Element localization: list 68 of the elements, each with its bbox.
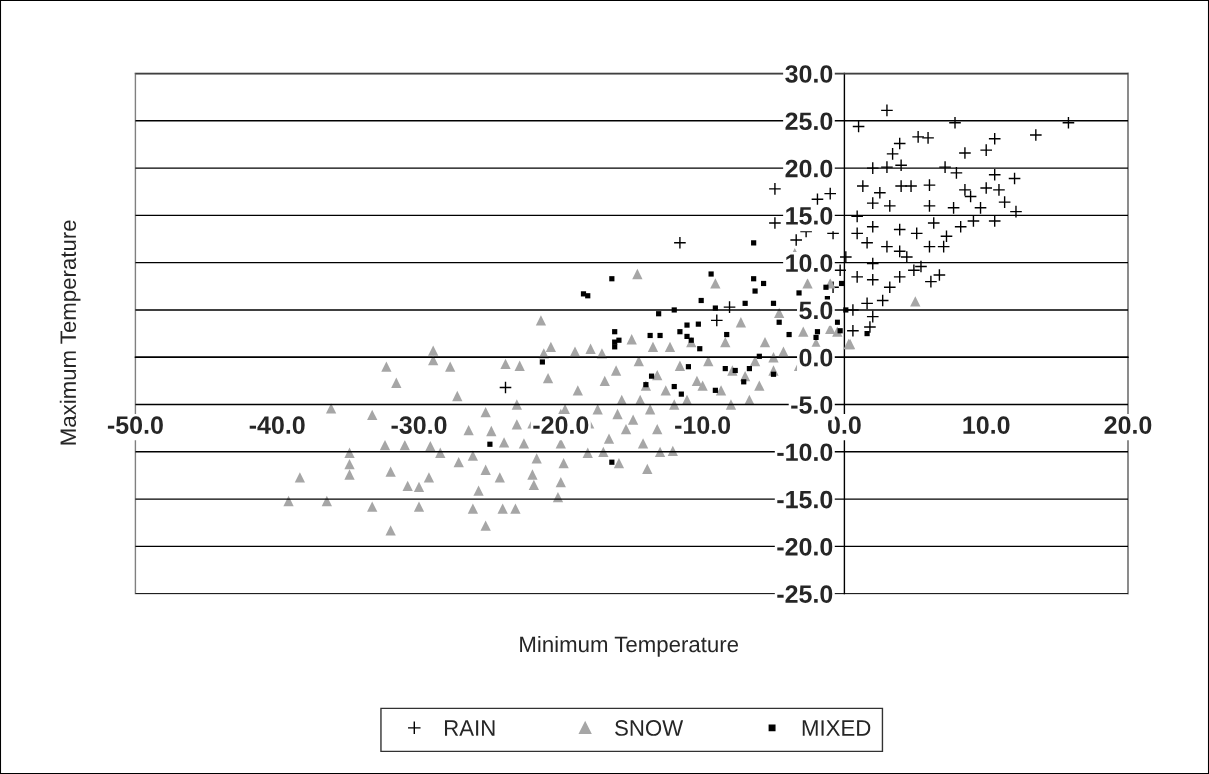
point bbox=[695, 321, 701, 327]
y-tick-label: -15.0 bbox=[777, 490, 833, 509]
point bbox=[685, 364, 692, 370]
point bbox=[776, 319, 782, 325]
point bbox=[712, 387, 718, 393]
point bbox=[814, 329, 821, 335]
point bbox=[752, 288, 758, 294]
y-axis-title: Maximum Temperature bbox=[59, 220, 81, 445]
point bbox=[742, 300, 748, 306]
point bbox=[612, 344, 618, 350]
y-tick-label: -5.0 bbox=[791, 396, 833, 414]
point bbox=[648, 373, 655, 379]
x-axis-title: Minimum Temperature bbox=[520, 635, 739, 657]
x-tick-label: 20.0 bbox=[1104, 416, 1152, 434]
point bbox=[677, 329, 683, 335]
y-tick-label: 15.0 bbox=[786, 206, 833, 225]
y-tick-label: 10.0 bbox=[786, 254, 833, 272]
x-tick-label: -50.0 bbox=[107, 416, 163, 434]
point bbox=[823, 284, 829, 290]
y-tick-label: -20.0 bbox=[777, 537, 833, 556]
y-tick-label: 5.0 bbox=[799, 301, 833, 320]
point bbox=[770, 300, 777, 306]
y-tick-label: 30.0 bbox=[785, 65, 833, 83]
point bbox=[708, 271, 714, 277]
point bbox=[760, 280, 767, 287]
y-tick-label: -10.0 bbox=[777, 443, 833, 462]
legend-label: MIXED bbox=[802, 720, 871, 736]
point bbox=[539, 359, 545, 365]
point bbox=[684, 333, 690, 340]
y-tick-label: -25.0 bbox=[777, 585, 833, 603]
point bbox=[609, 276, 615, 282]
point bbox=[732, 367, 738, 374]
x-tick-label: -10.0 bbox=[675, 416, 731, 434]
x-tick-label: -40.0 bbox=[249, 416, 305, 434]
point bbox=[751, 240, 757, 246]
point bbox=[697, 346, 703, 352]
point bbox=[678, 391, 684, 397]
point bbox=[741, 379, 747, 385]
point bbox=[656, 311, 662, 317]
point bbox=[612, 329, 618, 335]
point bbox=[487, 441, 493, 447]
point bbox=[786, 331, 792, 338]
point bbox=[684, 322, 690, 328]
legend-label: SNOW bbox=[615, 720, 684, 736]
x-tick-label: 10.0 bbox=[963, 416, 1010, 434]
point bbox=[751, 276, 757, 282]
y-tick-label: 20.0 bbox=[785, 159, 833, 178]
y-tick-label: 0.0 bbox=[799, 348, 833, 367]
point bbox=[796, 290, 802, 296]
y-tick-label: 25.0 bbox=[785, 112, 833, 131]
point bbox=[722, 365, 728, 372]
point bbox=[813, 334, 819, 340]
point bbox=[724, 331, 730, 338]
point bbox=[616, 337, 622, 343]
point bbox=[838, 280, 845, 287]
point bbox=[864, 331, 870, 337]
point bbox=[657, 332, 663, 339]
x-tick-label: -30.0 bbox=[391, 416, 447, 434]
point bbox=[585, 293, 591, 299]
point bbox=[746, 365, 752, 372]
point bbox=[770, 371, 777, 377]
legend-label: RAIN bbox=[445, 720, 495, 736]
point bbox=[647, 332, 653, 339]
point bbox=[671, 383, 677, 390]
point bbox=[698, 297, 704, 304]
point bbox=[609, 459, 615, 465]
x-tick-label: -20.0 bbox=[533, 416, 589, 434]
point bbox=[834, 319, 840, 325]
